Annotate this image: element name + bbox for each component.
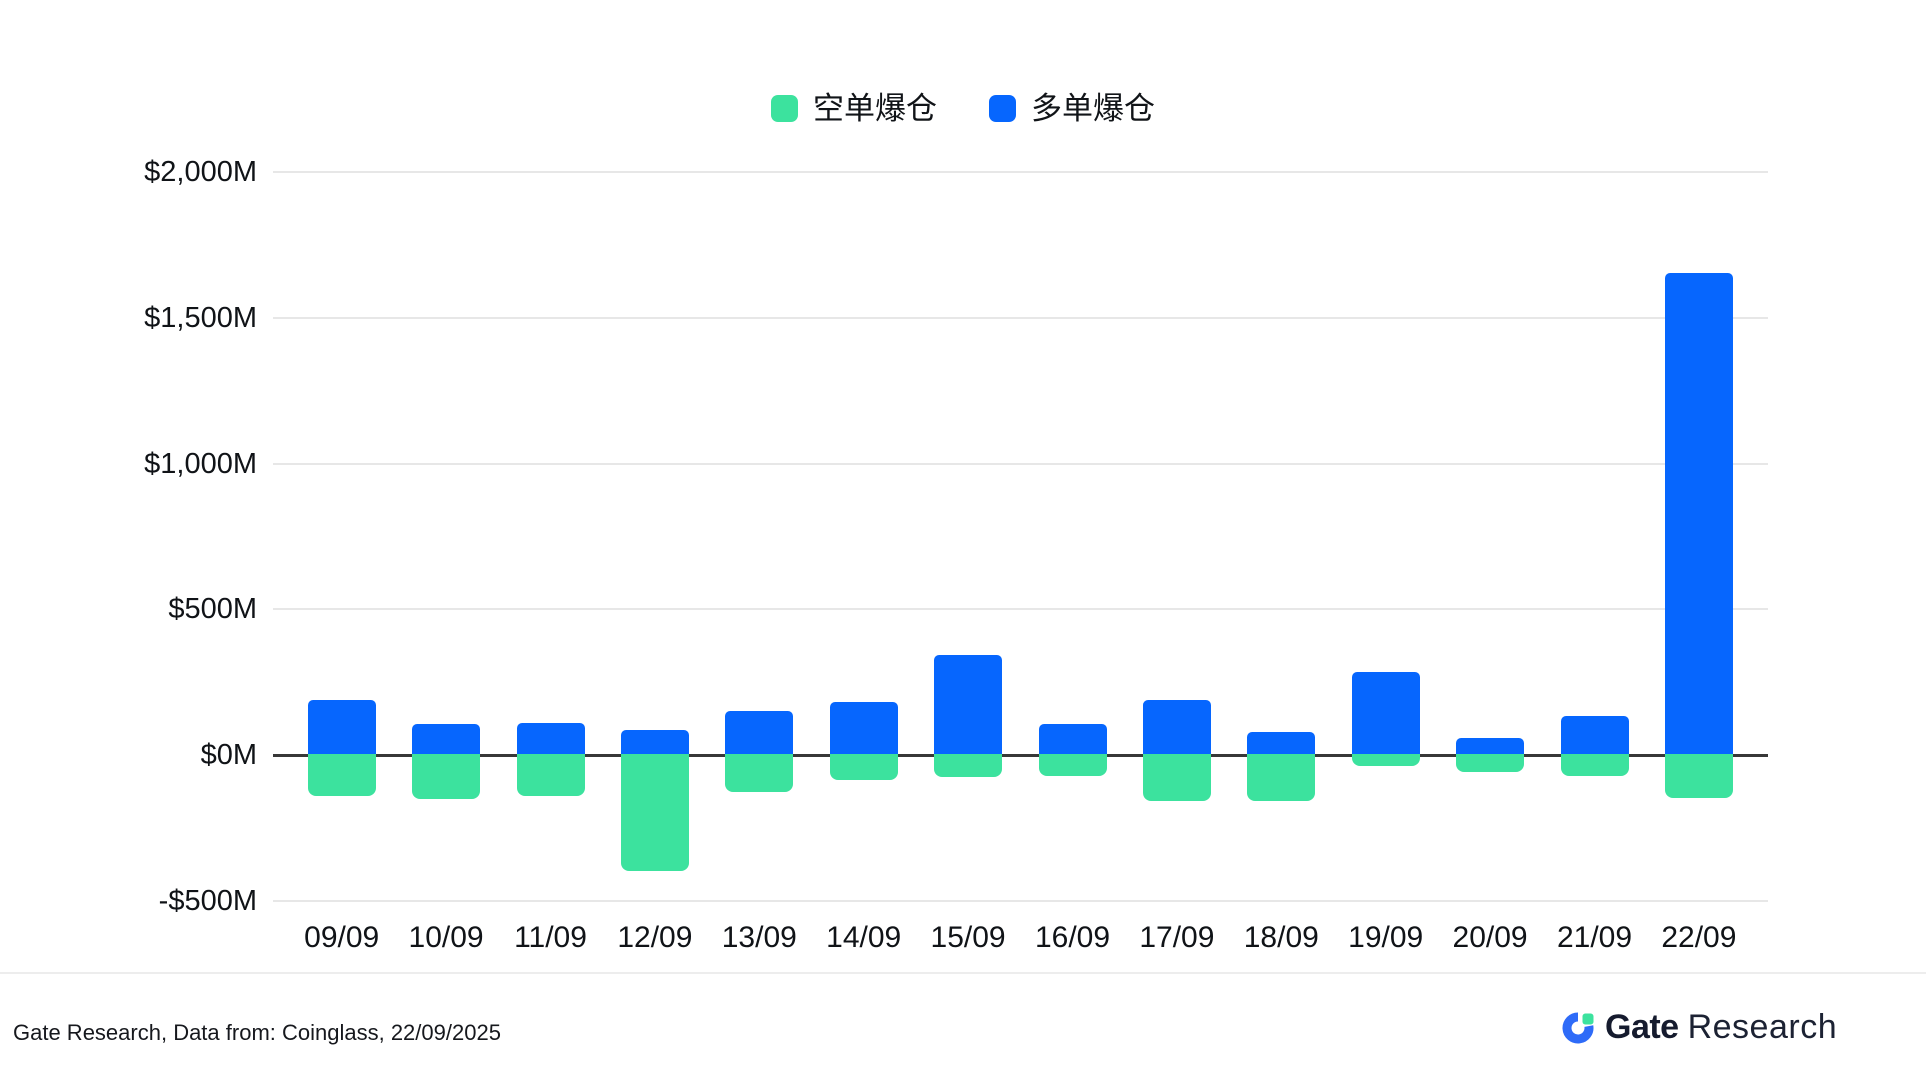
y-gridline bbox=[273, 462, 1768, 465]
bar-long-liquidation bbox=[412, 723, 481, 756]
bar-short-liquidation bbox=[1038, 754, 1107, 777]
bar-short-liquidation bbox=[934, 754, 1003, 778]
footer-source-text: Gate Research, Data from: Coinglass, 22/… bbox=[13, 1020, 501, 1045]
legend-item: 多单爆仓 bbox=[989, 93, 1155, 124]
x-axis-tick-label: 09/09 bbox=[304, 921, 380, 954]
bar-long-liquidation bbox=[1038, 723, 1107, 756]
legend-label: 空单爆仓 bbox=[813, 90, 937, 126]
bar-short-liquidation bbox=[1456, 754, 1525, 772]
bar-long-liquidation bbox=[1456, 737, 1525, 756]
y-axis-tick-label: $2,000M bbox=[144, 156, 257, 188]
y-axis-tick-label: $1,500M bbox=[144, 301, 257, 334]
x-axis-tick-label: 19/09 bbox=[1348, 921, 1424, 954]
bar-short-liquidation bbox=[829, 754, 898, 780]
bar-long-liquidation bbox=[1560, 715, 1629, 756]
legend-item: 空单爆仓 bbox=[771, 93, 937, 124]
x-axis-tick-label: 22/09 bbox=[1661, 921, 1737, 954]
bar-long-liquidation bbox=[1247, 731, 1316, 756]
bar-long-liquidation bbox=[934, 654, 1003, 756]
x-axis-tick-label: 20/09 bbox=[1452, 921, 1528, 954]
y-axis-tick-label: $0M bbox=[200, 739, 257, 772]
x-axis-tick-label: 15/09 bbox=[930, 921, 1006, 954]
bar-short-liquidation bbox=[1351, 754, 1420, 766]
y-gridline bbox=[273, 608, 1768, 611]
x-axis-tick-label: 16/09 bbox=[1034, 921, 1111, 954]
gate-logo-brand: Gate bbox=[1605, 1008, 1679, 1046]
gate-logo-suffix: Research bbox=[1687, 1008, 1838, 1046]
x-axis-tick-label: 13/09 bbox=[721, 921, 797, 954]
footer-divider bbox=[0, 972, 1926, 974]
x-axis-tick-label: 10/09 bbox=[408, 921, 484, 954]
bar-short-liquidation bbox=[412, 754, 481, 800]
y-gridline bbox=[273, 900, 1768, 902]
bar-long-liquidation bbox=[516, 723, 585, 756]
bar-long-liquidation bbox=[725, 711, 794, 756]
bar-short-liquidation bbox=[620, 754, 689, 871]
y-axis-tick-label: $500M bbox=[168, 593, 257, 626]
bar-long-liquidation bbox=[620, 729, 689, 756]
x-axis-tick-label: 18/09 bbox=[1243, 921, 1319, 954]
bar-short-liquidation bbox=[1247, 754, 1316, 802]
bar-short-liquidation bbox=[1664, 754, 1733, 798]
bar-long-liquidation bbox=[1664, 273, 1733, 756]
legend-label: 多单爆仓 bbox=[1031, 90, 1155, 126]
legend-swatch-icon bbox=[771, 94, 798, 122]
y-gridline bbox=[273, 171, 1768, 173]
bar-short-liquidation bbox=[516, 754, 585, 796]
zero-axis-line bbox=[273, 754, 1768, 758]
bar-long-liquidation bbox=[1142, 699, 1211, 756]
y-gridline bbox=[273, 316, 1768, 319]
x-axis-tick-label: 11/09 bbox=[514, 921, 587, 954]
bar-long-liquidation bbox=[829, 701, 898, 756]
bar-short-liquidation bbox=[1560, 754, 1629, 776]
legend-swatch-icon bbox=[989, 94, 1016, 122]
bar-long-liquidation bbox=[307, 699, 376, 756]
x-axis-tick-label: 21/09 bbox=[1556, 921, 1633, 954]
y-axis-tick-label: -$500M bbox=[158, 885, 257, 917]
chart-legend: 空单爆仓 多单爆仓 bbox=[0, 88, 1926, 128]
x-axis-tick-label: 17/09 bbox=[1139, 921, 1215, 954]
gate-research-logo: Gate Research bbox=[1560, 1008, 1837, 1047]
bar-short-liquidation bbox=[307, 754, 376, 796]
x-axis-tick-label: 14/09 bbox=[826, 921, 902, 954]
y-axis-tick-label: $1,000M bbox=[144, 447, 257, 480]
bar-short-liquidation bbox=[1142, 754, 1211, 802]
gate-logo-icon bbox=[1560, 1010, 1596, 1046]
bar-short-liquidation bbox=[725, 754, 794, 793]
x-axis-tick-label: 12/09 bbox=[617, 921, 693, 954]
bar-long-liquidation bbox=[1351, 671, 1420, 756]
